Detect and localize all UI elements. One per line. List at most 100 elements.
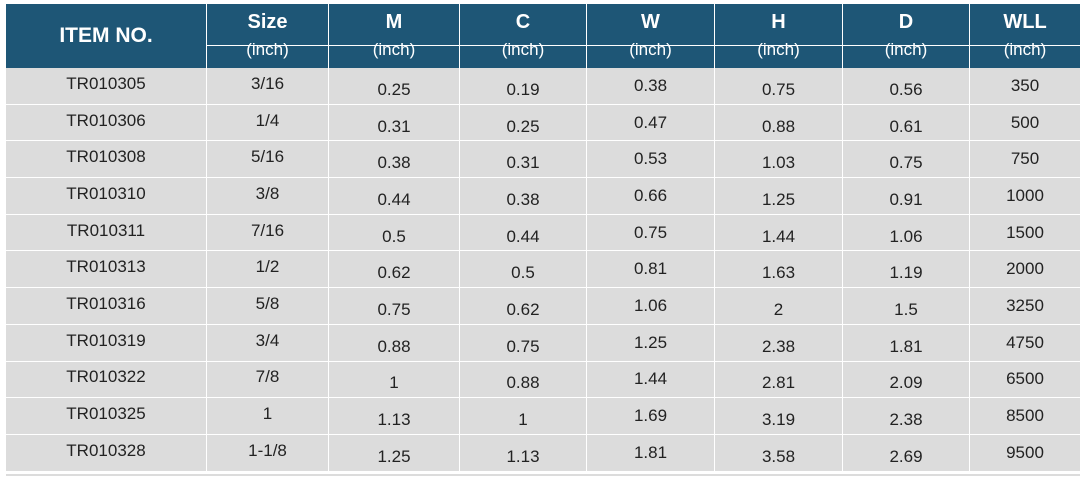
table-bottom-edge (6, 474, 1080, 476)
cell-item-no: TR010311 (66, 220, 146, 240)
cell-c: 0.25 (459, 104, 586, 141)
cell-item-no: TR010306 (66, 110, 146, 130)
cell-m: 0.25 (328, 68, 459, 104)
header-m-unit: (inch) (372, 40, 416, 59)
cell-c: 1 (459, 398, 586, 434)
header-item-no-label: ITEM NO. (59, 24, 153, 47)
cell-wll: 350 (969, 68, 1080, 104)
cell-h: 3.58 (714, 434, 842, 471)
header-size-unit: (inch) (246, 40, 289, 59)
cell-w: 0.81 (586, 251, 714, 288)
cell-wll: 9500 (969, 434, 1080, 471)
cell-d: 1.06 (842, 214, 969, 251)
header-h: H (inch) (714, 4, 842, 68)
cell-size: 1/4 (206, 104, 328, 141)
table-row: TR010305 3/16 0.25 0.19 0.38 0.75 0.56 350 (6, 68, 1080, 105)
cell-m: 0.44 (328, 178, 459, 214)
cell-w: 1.81 (586, 434, 714, 471)
cell-size: 3/16 (206, 68, 328, 104)
cell-size: 1 (206, 398, 328, 434)
header-m: M (inch) (328, 4, 459, 68)
cell-size: 1-1/8 (206, 434, 328, 471)
cell-size: 1/2 (206, 251, 328, 288)
cell-m: 0.5 (328, 214, 459, 251)
cell-w: 0.47 (586, 104, 714, 141)
cell-d: 2.38 (842, 398, 969, 434)
cell-item-no: TR010328 (66, 440, 146, 460)
cell-item-no: TR010313 (66, 257, 146, 277)
cell-item-no: TR010322 (66, 367, 146, 387)
cell-h: 0.88 (714, 104, 842, 141)
header-c-title: C (515, 11, 531, 33)
cell-c: 0.19 (459, 68, 586, 104)
table-row: TR010311 7/16 0.5 0.44 0.75 1.44 1.06 1500 (6, 214, 1080, 252)
cell-wll: 3250 (969, 288, 1080, 324)
cell-item-no: TR010325 (66, 404, 146, 424)
cell-w: 1.06 (586, 288, 714, 324)
table-row: TR010322 7/8 1 0.88 1.44 2.81 2.09 6500 (6, 361, 1080, 399)
cell-h: 1.25 (714, 178, 842, 214)
cell-h: 0.75 (714, 68, 842, 104)
cell-m: 0.38 (328, 141, 459, 178)
table-row: TR010325 1 1.13 1 1.69 3.19 2.38 8500 (6, 398, 1080, 435)
cell-wll: 6500 (969, 361, 1080, 398)
cell-w: 0.66 (586, 178, 714, 214)
header-wll: WLL (inch) (969, 4, 1080, 68)
cell-d: 0.75 (842, 141, 969, 178)
cell-size: 3/8 (206, 178, 328, 214)
header-h-unit: (inch) (757, 40, 800, 59)
table-row: TR010328 1-1/8 1.25 1.13 1.81 3.58 2.69 9500 (6, 434, 1080, 472)
cell-h: 2.38 (714, 324, 842, 361)
table-row: TR010313 1/2 0.62 0.5 0.81 1.63 1.19 2000 (6, 251, 1080, 289)
cell-size: 3/4 (206, 324, 328, 361)
cell-h: 1.44 (714, 214, 842, 251)
cell-w: 0.53 (586, 141, 714, 178)
header-d: D (inch) (842, 4, 969, 68)
cell-d: 1.5 (842, 288, 969, 324)
cell-size: 5/8 (206, 288, 328, 324)
header-wll-unit: (inch) (1003, 40, 1047, 59)
cell-h: 1.63 (714, 251, 842, 288)
cell-m: 0.31 (328, 104, 459, 141)
cell-m: 1.25 (328, 434, 459, 471)
table-header: ITEM NO. Size (inch) M (inch) C (inch) W… (6, 4, 1080, 68)
cell-wll: 8500 (969, 398, 1080, 434)
header-d-title: D (898, 11, 914, 33)
cell-item-no: TR010316 (66, 293, 146, 313)
cell-h: 2.81 (714, 361, 842, 398)
cell-size: 7/8 (206, 361, 328, 398)
cell-d: 0.61 (842, 104, 969, 141)
cell-c: 0.5 (459, 251, 586, 288)
header-c: C (inch) (459, 4, 586, 68)
header-d-unit: (inch) (884, 40, 928, 59)
cell-w: 1.44 (586, 361, 714, 398)
cell-c: 0.38 (459, 178, 586, 214)
header-divider (206, 45, 1080, 46)
cell-wll: 500 (969, 104, 1080, 141)
cell-d: 1.19 (842, 251, 969, 288)
cell-c: 0.31 (459, 141, 586, 178)
header-item-no: ITEM NO. (6, 4, 206, 68)
table-row: TR010316 5/8 0.75 0.62 1.06 2 1.5 3250 (6, 288, 1080, 325)
cell-m: 1 (328, 361, 459, 398)
cell-m: 0.88 (328, 324, 459, 361)
cell-item-no: TR010305 (66, 73, 146, 93)
table-body: TR010305 3/16 0.25 0.19 0.38 0.75 0.56 350 TR010… (6, 68, 1080, 472)
header-size-title: Size (247, 11, 288, 33)
cell-size: 7/16 (206, 214, 328, 251)
cell-c: 0.75 (459, 324, 586, 361)
cell-item-no: TR010319 (66, 330, 146, 350)
cell-c: 0.88 (459, 361, 586, 398)
cell-c: 0.62 (459, 288, 586, 324)
header-m-title: M (385, 11, 403, 33)
cell-item-no: TR010310 (66, 183, 146, 203)
cell-w: 1.25 (586, 324, 714, 361)
cell-d: 2.69 (842, 434, 969, 471)
cell-m: 0.62 (328, 251, 459, 288)
cell-d: 2.09 (842, 361, 969, 398)
table-row: TR010310 3/8 0.44 0.38 0.66 1.25 0.91 1000 (6, 178, 1080, 215)
header-wll-title: WLL (1003, 11, 1047, 33)
header-c-unit: (inch) (501, 40, 545, 59)
cell-d: 1.81 (842, 324, 969, 361)
cell-m: 1.13 (328, 398, 459, 434)
